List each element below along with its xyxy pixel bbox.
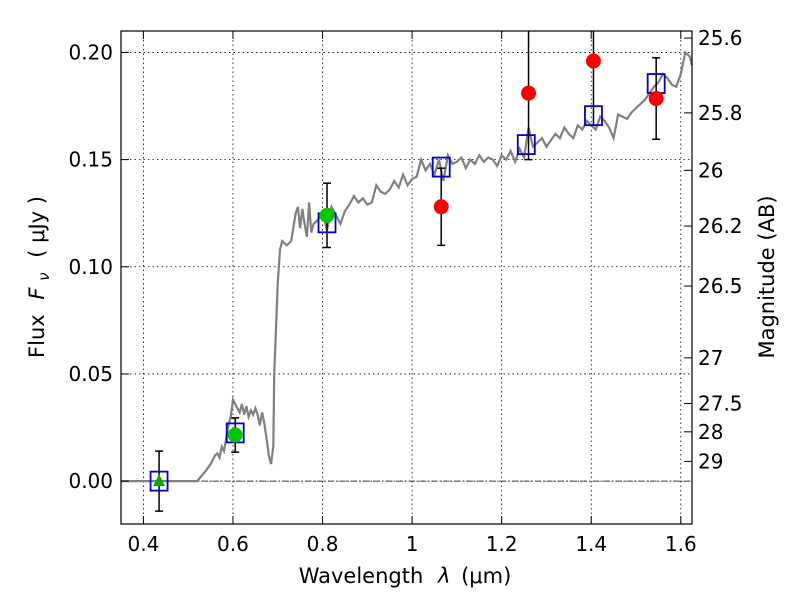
model-square-marker bbox=[584, 105, 603, 127]
y2-tick-label: 25.6 bbox=[698, 26, 743, 50]
y2-tick-label: 29 bbox=[698, 449, 723, 473]
y2-tick-label: 27.5 bbox=[698, 392, 743, 416]
detection-marker bbox=[319, 207, 335, 223]
detection-marker bbox=[227, 427, 243, 443]
y-tick-label: 0.05 bbox=[68, 362, 113, 386]
data-markers bbox=[149, 53, 666, 492]
x-tick-label: 0.6 bbox=[217, 532, 249, 556]
x-tick-label: 1 bbox=[406, 532, 419, 556]
y-tick-label: 0.10 bbox=[68, 255, 113, 279]
x-tick-label: 1.4 bbox=[575, 532, 607, 556]
upper-limit-marker bbox=[153, 474, 166, 487]
x-axis-label: Wavelength λ (μm) bbox=[299, 564, 512, 588]
y2-tick-label: 26 bbox=[698, 158, 723, 182]
grid-lines bbox=[121, 31, 692, 524]
y-tick-label: 0.20 bbox=[68, 40, 113, 64]
y2-tick-label: 25.8 bbox=[698, 101, 743, 125]
x-tick-label: 0.4 bbox=[127, 532, 159, 556]
y2-tick-label: 26.5 bbox=[698, 274, 743, 298]
y2-tick-label: 28 bbox=[698, 420, 723, 444]
plot-frame bbox=[120, 30, 693, 525]
x-tick-label: 0.8 bbox=[307, 532, 339, 556]
y2-axis-label: Magnitude (AB) bbox=[755, 195, 779, 358]
y-tick-label: 0.00 bbox=[68, 469, 113, 493]
model-square-marker bbox=[516, 134, 536, 156]
nir-marker bbox=[648, 91, 664, 107]
model-sed-line bbox=[121, 50, 694, 483]
y2-tick-label: 26.2 bbox=[698, 214, 743, 238]
y-axis-label: Flux F ν ( μJy ) bbox=[25, 196, 54, 358]
nir-marker bbox=[521, 85, 537, 101]
y-tick-label: 0.15 bbox=[68, 148, 113, 172]
model-square-marker bbox=[149, 470, 169, 492]
axis-ticks: 0.4 0.6 0.8 1 1.2 1.4 1.6 0.00 0.05 0.10 0.15 0.20 2… bbox=[68, 26, 742, 556]
nir-marker bbox=[585, 53, 601, 69]
x-tick-label: 1.6 bbox=[665, 532, 697, 556]
x-tick-label: 1.2 bbox=[486, 532, 518, 556]
model-square-marker bbox=[431, 156, 451, 178]
y2-tick-label: 27 bbox=[698, 346, 723, 370]
nir-marker bbox=[433, 199, 449, 215]
